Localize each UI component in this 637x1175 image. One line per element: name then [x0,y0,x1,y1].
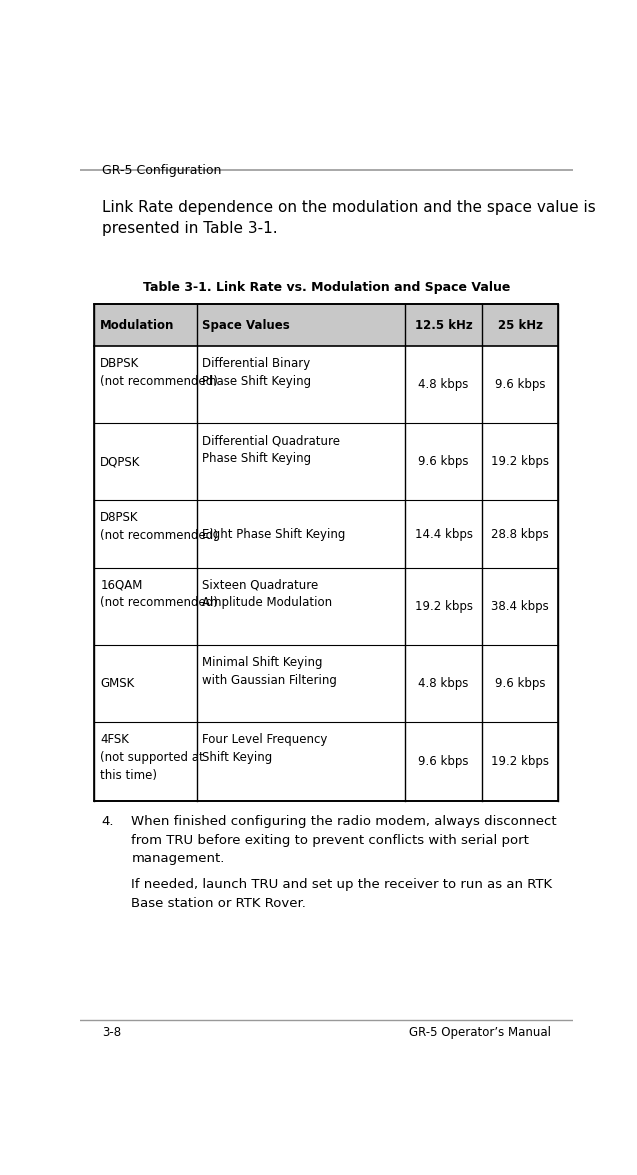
Text: GMSK: GMSK [101,677,134,690]
Text: DBPSK
(not recommended): DBPSK (not recommended) [101,357,218,388]
Text: 9.6 kbps: 9.6 kbps [495,677,545,690]
Text: 9.6 kbps: 9.6 kbps [419,456,469,469]
Text: 3-8: 3-8 [102,1026,121,1039]
Text: Minimal Shift Keying
with Gaussian Filtering: Minimal Shift Keying with Gaussian Filte… [203,656,338,686]
Text: Modulation: Modulation [101,318,175,331]
Text: 4.8 kbps: 4.8 kbps [419,378,469,391]
Text: 9.6 kbps: 9.6 kbps [419,756,469,768]
Text: 12.5 kHz: 12.5 kHz [415,318,473,331]
Text: If needed, launch TRU and set up the receiver to run as an RTK
Base station or R: If needed, launch TRU and set up the rec… [131,879,552,909]
Text: 28.8 kbps: 28.8 kbps [491,528,549,540]
Text: Differential Binary
Phase Shift Keying: Differential Binary Phase Shift Keying [203,357,311,388]
Text: Four Level Frequency
Shift Keying: Four Level Frequency Shift Keying [203,733,328,764]
Text: Space Values: Space Values [203,318,290,331]
Text: 4FSK
(not supported at
this time): 4FSK (not supported at this time) [101,733,204,781]
Text: 16QAM
(not recommended): 16QAM (not recommended) [101,578,218,610]
Text: 19.2 kbps: 19.2 kbps [491,756,549,768]
Text: 4.8 kbps: 4.8 kbps [419,677,469,690]
Text: 4.: 4. [102,815,114,828]
Text: GR-5 Configuration: GR-5 Configuration [102,163,221,176]
Text: DQPSK: DQPSK [101,456,141,469]
Bar [94,304,559,801]
Text: Sixteen Quadrature
Amplitude Modulation: Sixteen Quadrature Amplitude Modulation [203,578,333,610]
Text: 19.2 kbps: 19.2 kbps [415,599,473,612]
Text: 9.6 kbps: 9.6 kbps [495,378,545,391]
Text: GR-5 Operator’s Manual: GR-5 Operator’s Manual [409,1026,551,1039]
Text: 14.4 kbps: 14.4 kbps [415,528,473,540]
Text: When finished configuring the radio modem, always disconnect
from TRU before exi: When finished configuring the radio mode… [131,815,557,865]
Text: 25 kHz: 25 kHz [497,318,543,331]
Text: 38.4 kbps: 38.4 kbps [491,599,549,612]
Bar [94,304,559,347]
Text: Differential Quadrature
Phase Shift Keying: Differential Quadrature Phase Shift Keyi… [203,434,340,465]
Text: Link Rate dependence on the modulation and the space value is
presented in Table: Link Rate dependence on the modulation a… [102,200,596,236]
Text: Table 3-1. Link Rate vs. Modulation and Space Value: Table 3-1. Link Rate vs. Modulation and … [143,281,510,294]
Text: D8PSK
(not recommended): D8PSK (not recommended) [101,511,218,543]
Text: 19.2 kbps: 19.2 kbps [491,456,549,469]
Text: Eight Phase Shift Keying: Eight Phase Shift Keying [203,528,346,540]
